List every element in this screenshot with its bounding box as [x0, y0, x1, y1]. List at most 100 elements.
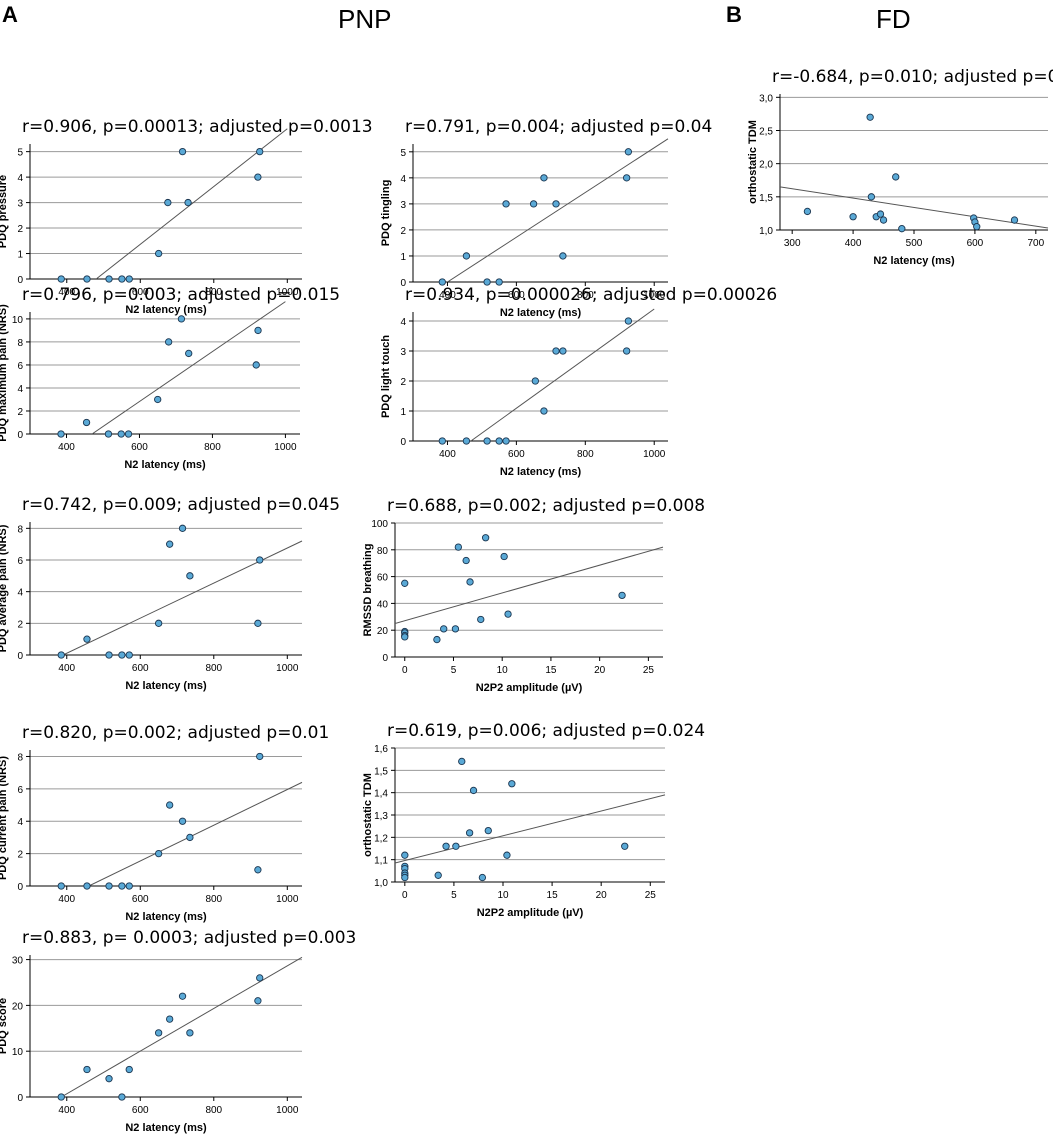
data-point — [83, 275, 91, 283]
data-point — [477, 615, 485, 624]
data-point — [254, 997, 262, 1005]
chart-svg: r=0.906, p=0.00013; adjusted p=0.0013 0 1 2… — [0, 117, 373, 316]
data-point — [166, 1015, 174, 1023]
y-tick-label: 1,4 — [374, 789, 388, 800]
x-axis-label: N2 latency (ms) — [124, 459, 206, 471]
x-tick-label: 400 — [58, 663, 75, 674]
x-tick-label: 1000 — [274, 442, 297, 453]
x-tick-label: 20 — [594, 665, 606, 676]
x-tick-label: 700 — [1027, 238, 1044, 249]
data-point — [256, 974, 264, 982]
x-tick-label: 800 — [205, 1105, 222, 1116]
chart-svg: r=0.742, p=0.009; adjusted p=0.045 0 2 4 6 8 4… — [0, 495, 340, 692]
y-tick-label: 4 — [17, 173, 23, 184]
data-point — [125, 275, 133, 283]
data-point — [508, 780, 516, 788]
regression-line — [470, 308, 655, 441]
chart-svg: r=0.688, p=0.002; adjusted p=0.008 0 20 40 6… — [362, 496, 705, 694]
y-tick-label: 1,2 — [374, 833, 388, 844]
data-point — [451, 625, 460, 633]
data-point — [462, 556, 470, 565]
x-axis-label: N2 latency (ms) — [500, 466, 582, 478]
data-point — [876, 210, 885, 218]
y-axis-label: PDQ average pain (NRS) — [0, 524, 9, 652]
data-point — [452, 842, 460, 850]
data-point — [124, 430, 133, 438]
data-point — [254, 326, 262, 335]
y-tick-label: 60 — [377, 573, 389, 584]
data-point — [164, 198, 172, 207]
data-point — [559, 252, 567, 260]
panel-b-title: FD — [876, 4, 911, 34]
x-tick-label: 800 — [577, 449, 594, 460]
data-point — [185, 349, 193, 358]
panel-b-letter: B — [726, 2, 742, 27]
data-point — [618, 591, 626, 600]
y-axis-label: PDQ current pain (NRS) — [0, 756, 9, 880]
y-tick-label: 1,6 — [374, 744, 388, 755]
x-tick-label: 0 — [402, 890, 408, 901]
data-point — [540, 407, 548, 415]
x-tick-label: 800 — [205, 287, 222, 298]
x-axis-label: N2 latency (ms) — [125, 1122, 207, 1134]
data-point — [186, 1029, 194, 1037]
y-tick-label: 8 — [17, 752, 23, 763]
x-axis-label: N2 latency (ms) — [125, 911, 207, 923]
y-tick-label: 10 — [12, 315, 24, 326]
y-tick-label: 4 — [400, 317, 406, 328]
x-axis-label: N2 latency (ms) — [125, 680, 207, 692]
y-tick-label: 1 — [400, 407, 406, 418]
data-point — [458, 757, 466, 766]
chart-title: r=0.934, p=0.000026; adjusted p=0.00026 — [405, 285, 777, 305]
data-point — [624, 148, 633, 156]
chart-rmssd-breathing: r=0.688, p=0.002; adjusted p=0.008 0 20 40 6… — [358, 470, 705, 694]
x-tick-label: 1000 — [276, 894, 299, 905]
y-tick-label: 0 — [382, 653, 388, 664]
y-tick-label: 5 — [17, 148, 23, 159]
data-point — [125, 651, 133, 659]
data-point — [434, 871, 442, 879]
y-tick-label: 40 — [377, 599, 389, 610]
regression-line — [95, 128, 288, 279]
y-axis-label: orthostatic TDM — [747, 120, 759, 204]
data-point — [125, 882, 133, 890]
x-tick-label: 0 — [402, 665, 408, 676]
chart-pdq-current-pain: r=0.820, p=0.002; adjusted p=0.01 0 2 4 6 8 40… — [0, 700, 350, 923]
x-tick-label: 800 — [205, 894, 222, 905]
x-tick-label: 600 — [508, 449, 525, 460]
data-point — [154, 249, 163, 258]
data-point — [621, 842, 629, 850]
x-axis-label: N2 latency (ms) — [873, 255, 955, 267]
data-point — [624, 317, 633, 325]
chart-pdq-light-touch: r=0.934, p=0.000026; adjusted p=0.00026 0… — [358, 260, 777, 478]
y-tick-label: 6 — [17, 785, 23, 796]
data-point — [495, 278, 503, 286]
data-point — [186, 572, 194, 580]
chart-pdq-score: r=0.883, p= 0.0003; adjusted p=0.003 0 10 2… — [0, 900, 356, 1134]
x-axis-label: N2P2 amplitude (µV) — [477, 907, 584, 919]
y-tick-label: 30 — [12, 956, 24, 967]
regression-line — [60, 956, 303, 1097]
data-point — [529, 200, 538, 208]
data-point — [254, 173, 262, 181]
data-point — [254, 619, 262, 627]
y-tick-label: 2,5 — [759, 126, 773, 137]
data-point — [484, 826, 492, 835]
chart-title: r=0.688, p=0.002; adjusted p=0.008 — [387, 496, 705, 516]
chart-svg: r=-0.684, p=0.010; adjusted p=0.04 1,0 1,5… — [747, 67, 1053, 267]
data-point — [438, 437, 446, 445]
y-axis-label: RMSSD breathing — [362, 544, 374, 637]
data-point — [186, 833, 194, 842]
x-tick-label: 1000 — [276, 1105, 299, 1116]
y-tick-label: 2 — [400, 226, 406, 237]
y-tick-label: 4 — [17, 588, 23, 599]
panel-a-letter: A — [2, 2, 18, 27]
data-point — [117, 430, 125, 438]
x-tick-label: 5 — [451, 890, 457, 901]
y-tick-label: 4 — [17, 384, 23, 395]
y-axis-label: PDQ pressure — [0, 175, 9, 248]
y-tick-label: 20 — [12, 1001, 24, 1012]
y-tick-label: 1,5 — [759, 193, 773, 204]
data-point — [879, 216, 888, 224]
x-tick-label: 400 — [845, 238, 862, 249]
